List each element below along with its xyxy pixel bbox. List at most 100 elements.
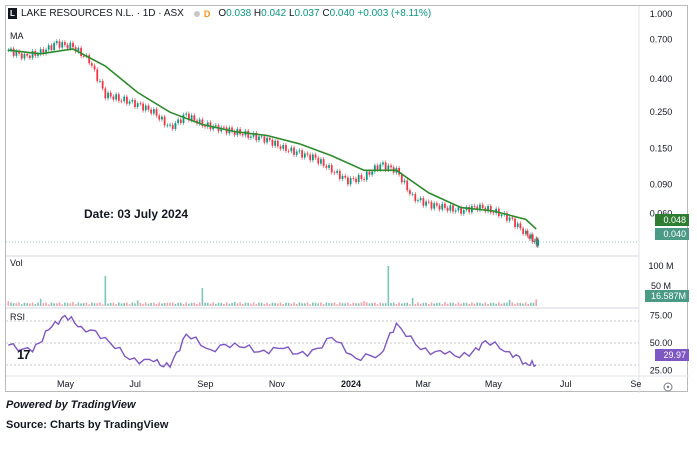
volume-bar xyxy=(347,302,349,306)
volume-bar xyxy=(271,302,274,306)
candle-body xyxy=(58,41,61,48)
ma-value-badge: 0.048 xyxy=(655,214,689,226)
volume-bar xyxy=(74,304,77,306)
rsi-legend-label[interactable]: RSI xyxy=(10,312,26,322)
candle-body xyxy=(516,223,519,227)
volume-bar xyxy=(215,303,217,306)
price-tick-label: 0.090 xyxy=(650,180,673,190)
rsi-bands xyxy=(6,320,639,366)
volume-bar xyxy=(241,304,244,306)
candle-body xyxy=(371,171,374,175)
volume-bar xyxy=(487,303,489,306)
candle-body xyxy=(384,162,387,170)
volume-bar xyxy=(10,302,12,306)
volume-bar xyxy=(93,303,96,306)
volume-bar xyxy=(514,304,516,306)
candle-body xyxy=(147,105,150,110)
candle-body xyxy=(134,100,136,107)
volume-bar xyxy=(266,302,268,306)
candle-body xyxy=(417,200,419,202)
candle-body xyxy=(528,235,531,239)
volume-bar xyxy=(209,303,212,306)
volume-bar xyxy=(465,302,468,306)
candle-body xyxy=(435,203,438,206)
volume-bar xyxy=(158,302,161,306)
candle-body xyxy=(158,115,161,120)
volume-bar xyxy=(503,302,506,306)
volume-legend-label[interactable]: Vol xyxy=(10,258,23,268)
volume-bar xyxy=(339,302,341,306)
candle-body xyxy=(214,125,217,127)
candle-body xyxy=(185,113,188,115)
symbol-title[interactable]: LAKE RESOURCES N.L. · 1D · ASX xyxy=(21,8,184,19)
volume-bar xyxy=(312,302,314,306)
volume-bar xyxy=(422,302,425,306)
candle-body xyxy=(64,42,66,45)
volume-bar xyxy=(473,303,476,306)
volume-bar xyxy=(285,302,287,306)
candle-body xyxy=(142,103,144,111)
ohlc-value: +0.003 (+8.11%) xyxy=(357,8,432,19)
volume-bar xyxy=(498,302,500,306)
volume-bar xyxy=(231,302,233,306)
ohlc-key: H xyxy=(253,8,262,19)
candle-body xyxy=(476,206,479,211)
volume-bar xyxy=(255,303,258,306)
volume-bar xyxy=(91,302,93,306)
volume-bar xyxy=(50,302,53,306)
volume-bar xyxy=(80,303,82,306)
price-tick-label: 1.000 xyxy=(650,9,673,19)
time-tick-label: Se xyxy=(630,379,641,389)
candle-body xyxy=(349,178,352,185)
symbol-logo: L xyxy=(8,8,17,19)
candle-body xyxy=(457,207,460,211)
volume-bar xyxy=(328,302,330,306)
ma-legend-label[interactable]: MA xyxy=(10,31,24,41)
candle-body xyxy=(12,48,15,56)
time-tick-label: May xyxy=(485,379,503,389)
candle-body xyxy=(276,140,279,147)
candle-body xyxy=(390,165,392,168)
candle-body xyxy=(530,234,532,239)
price-value-badge: 0.040 xyxy=(655,228,689,240)
time-tick-label: Mar xyxy=(415,379,431,389)
interval-badge[interactable]: D xyxy=(203,8,211,19)
candle-body xyxy=(233,131,236,135)
chart-canvas[interactable]: 1.000 0.700 0.400 0.250 0.150 0.090 0.060 100 M… xyxy=(6,6,689,393)
candle-body xyxy=(82,55,85,57)
volume-bar xyxy=(398,302,400,306)
volume-bar xyxy=(101,304,104,306)
volume-bar xyxy=(295,303,298,306)
volume-bar xyxy=(516,302,519,306)
volume-bar xyxy=(233,302,236,306)
candle-body xyxy=(524,230,527,234)
candle-body xyxy=(508,217,511,221)
volume-bar xyxy=(128,304,131,306)
candle-body xyxy=(107,92,109,99)
volume-bar xyxy=(419,303,422,306)
volume-bar xyxy=(171,302,174,306)
volume-bar xyxy=(174,303,177,306)
volume-bar xyxy=(53,303,55,306)
volume-bar xyxy=(64,302,66,306)
candle-body xyxy=(18,51,20,54)
volume-bar xyxy=(225,302,228,306)
volume-bar xyxy=(330,303,333,306)
volume-bar xyxy=(444,302,446,306)
volume-bar xyxy=(479,302,481,306)
candle-body xyxy=(136,103,139,107)
volume-bar xyxy=(263,303,266,306)
volume-bar xyxy=(376,304,379,306)
candle-body xyxy=(449,205,452,211)
volume-bar xyxy=(425,302,427,306)
settings-icon[interactable] xyxy=(663,382,673,392)
candle-body xyxy=(344,175,347,178)
candle-body xyxy=(328,165,330,168)
volume-bar xyxy=(190,302,193,306)
candle-body xyxy=(161,116,163,120)
volume-bar xyxy=(115,304,117,306)
volume-bar xyxy=(506,302,508,306)
volume-bar xyxy=(460,303,462,306)
volume-bar xyxy=(247,302,249,306)
ohlc-values: O0.038 H0.042 L0.037 C0.040 +0.003 (+8.1… xyxy=(218,8,431,19)
